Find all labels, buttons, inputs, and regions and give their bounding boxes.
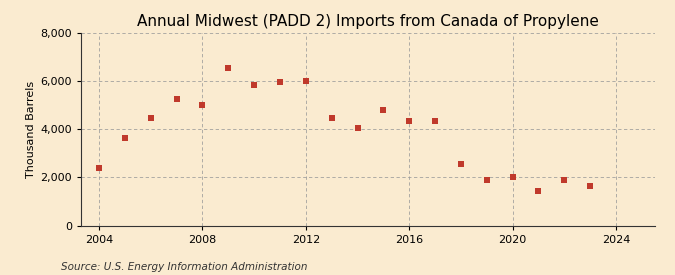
Title: Annual Midwest (PADD 2) Imports from Canada of Propylene: Annual Midwest (PADD 2) Imports from Can… (137, 14, 599, 29)
Point (533, 188, 544, 193)
Point (300, 79, 311, 83)
Point (507, 175, 518, 180)
Point (456, 162, 466, 166)
Point (430, 119, 441, 123)
Y-axis label: Thousand Barrels: Thousand Barrels (26, 81, 36, 178)
Point (378, 108, 389, 112)
Point (171, 97, 182, 101)
Point (145, 116, 156, 121)
Point (119, 136, 130, 140)
Point (326, 116, 337, 121)
Point (223, 66, 234, 70)
Point (68, 137, 79, 141)
Point (404, 119, 414, 123)
Point (585, 184, 595, 188)
Text: Source: U.S. Energy Information Administration: Source: U.S. Energy Information Administ… (61, 262, 307, 272)
Point (249, 82, 260, 87)
Point (275, 80, 286, 84)
Point (94, 166, 105, 170)
Point (481, 178, 492, 182)
Point (197, 103, 208, 107)
Point (559, 178, 570, 182)
Point (352, 126, 363, 130)
